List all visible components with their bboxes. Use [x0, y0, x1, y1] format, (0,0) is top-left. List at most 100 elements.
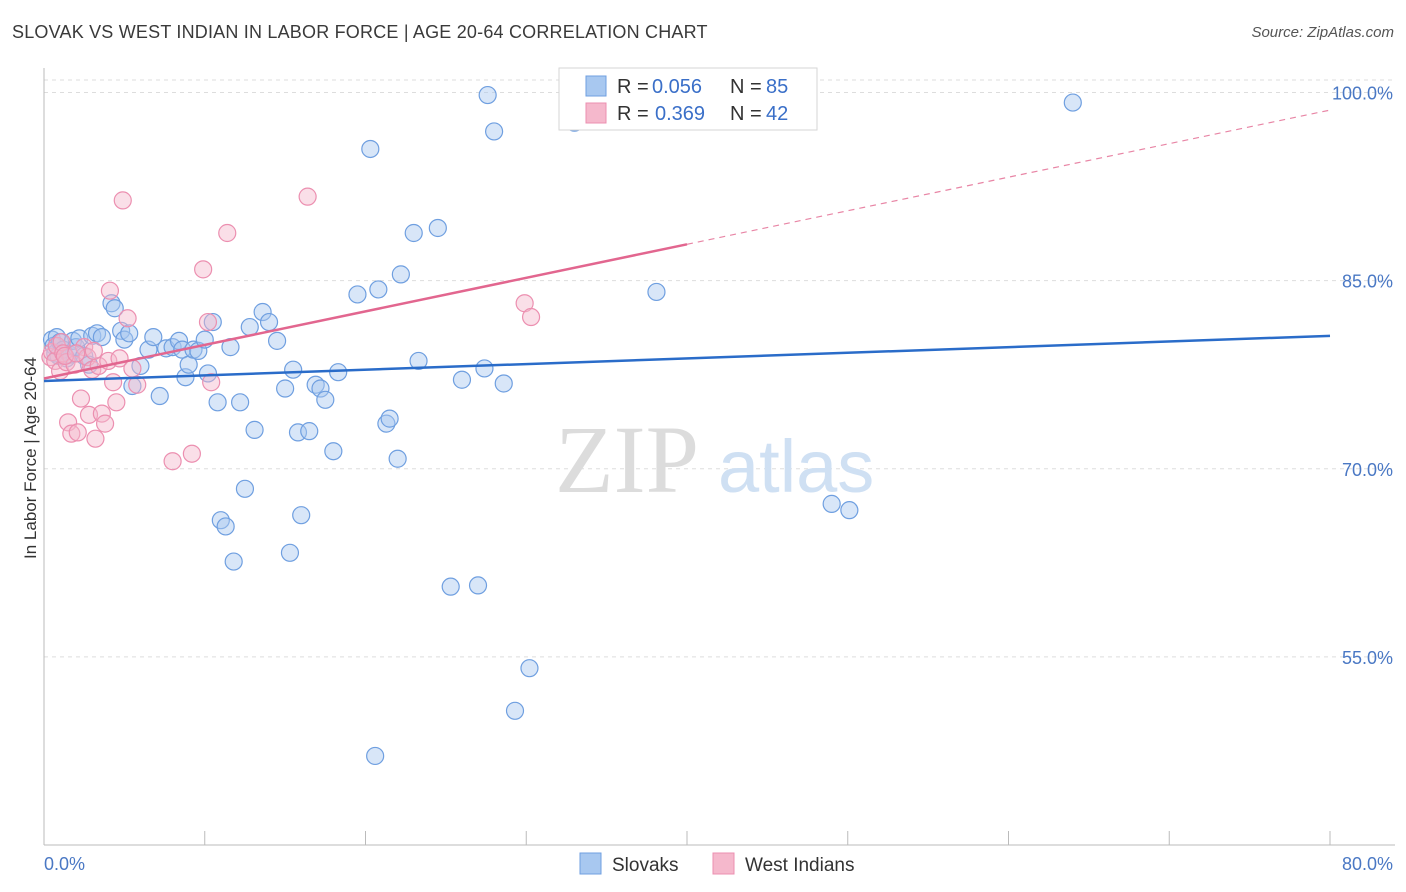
west-indians-point [218, 223, 237, 243]
slovaks-point [441, 577, 460, 596]
grid-layer [44, 79, 1395, 658]
slovaks-point [311, 379, 330, 398]
west-indians-point [107, 393, 126, 412]
slovaks-point [105, 299, 124, 318]
west-indians-point [79, 405, 99, 424]
west-indians-trend-line [43, 243, 688, 380]
slovaks-point [840, 501, 859, 520]
x-tick-label-start: 0.0% [44, 854, 85, 874]
slovaks-point [292, 506, 311, 525]
slovaks-point [520, 659, 539, 678]
slovaks-point [452, 370, 472, 389]
slovaks-point [369, 280, 388, 299]
slovaks-point [235, 479, 255, 498]
legend-n-value-1: 42 [766, 103, 788, 125]
slovaks-point [253, 302, 272, 322]
slovaks-point [409, 351, 428, 371]
legend-r-label-0: R = [617, 76, 649, 98]
legend-n-label-1: N = [730, 103, 762, 125]
y-tick-label: 100.0% [1332, 84, 1393, 104]
slovaks-point [391, 265, 410, 284]
slovaks-point [428, 218, 447, 238]
slovaks-trend-line [43, 334, 1331, 383]
west-indians-point [95, 414, 115, 433]
west-indians-point [100, 281, 120, 300]
slovaks-point [377, 414, 396, 433]
slovaks-point [348, 285, 367, 304]
west-indians-point [62, 424, 81, 443]
slovaks-point [150, 386, 169, 406]
west-indians-point [202, 373, 221, 392]
slovaks-point [316, 390, 335, 409]
slovaks-point [203, 312, 222, 332]
slovaks-point [92, 327, 111, 347]
slovaks-point [485, 122, 504, 141]
slovaks-point [224, 552, 243, 571]
slovaks-point [478, 85, 497, 105]
slovaks-point [276, 379, 295, 398]
bottom-legend-label-west-indians: West Indians [745, 855, 854, 876]
slovaks-point [240, 317, 259, 337]
slovaks-point [1063, 93, 1082, 112]
slovaks-point [245, 420, 264, 439]
west-indians-point [92, 404, 111, 423]
slovaks-point [475, 359, 494, 378]
legend-n-label-0: N = [730, 76, 762, 98]
watermark-atlas: atlas [718, 425, 874, 508]
bottom-legend: Slovaks West Indians [579, 852, 854, 876]
west-indians-point [521, 307, 541, 327]
west-indians-point [104, 373, 123, 392]
watermark-zip: ZIP [555, 406, 699, 513]
y-tick-label: 70.0% [1342, 460, 1393, 480]
slovaks-point [468, 576, 488, 595]
slovaks-point [280, 543, 300, 562]
y-tick-label: 55.0% [1342, 648, 1393, 668]
west-indians-point [113, 191, 132, 210]
slovaks-point [380, 409, 399, 428]
bottom-legend-swatch-slovaks [579, 852, 602, 875]
watermark: ZIP atlas [555, 406, 874, 513]
slovaks-point [216, 517, 235, 536]
west-indians-point [86, 429, 105, 448]
slovaks-point [404, 223, 423, 243]
west-indians-point [128, 375, 147, 394]
x-tick-label-end: 80.0% [1342, 854, 1393, 874]
slovaks-point [284, 360, 303, 379]
west-indians-point [52, 333, 71, 352]
slovaks-point [259, 312, 279, 332]
legend-swatch-slovaks [585, 75, 607, 97]
west-indians-point [182, 444, 201, 463]
slovaks-point [231, 393, 250, 412]
slovaks-point [324, 442, 343, 461]
west-indians-point [298, 187, 317, 206]
west-indians-point [67, 344, 86, 363]
slovaks-point [267, 331, 287, 350]
legend-swatch-west-indians [585, 102, 607, 124]
west-indians-point [84, 341, 103, 360]
slovaks-point [329, 363, 348, 382]
west-indians-point [71, 389, 91, 408]
bottom-legend-swatch-west-indians [712, 852, 735, 875]
slovaks-point [822, 494, 841, 513]
slovaks-point [388, 449, 407, 468]
slovaks-point [494, 374, 513, 393]
slovaks-point [144, 327, 163, 347]
west-indians-point [55, 346, 74, 366]
west-indians-points [41, 187, 541, 471]
west-indians-point [198, 312, 218, 332]
y-tick-label: 85.0% [1342, 272, 1393, 292]
slovaks-point [505, 701, 525, 720]
west-indians-point [118, 309, 137, 328]
slovaks-point [361, 139, 380, 159]
slovaks-point [208, 393, 227, 412]
y-axis-label: In Labor Force | Age 20-64 [21, 357, 40, 559]
trend-lines [43, 109, 1331, 383]
legend-r-value-1: 0.369 [655, 103, 705, 125]
legend-r-value-0: 0.056 [652, 76, 702, 98]
legend-box: R = 0.056 N = 85 R = 0.369 N = 42 [558, 67, 818, 131]
legend-r-label-1: R = [617, 103, 649, 125]
legend-n-value-0: 85 [766, 76, 788, 98]
slovaks-point [120, 324, 139, 343]
west-indians-point [68, 423, 87, 442]
